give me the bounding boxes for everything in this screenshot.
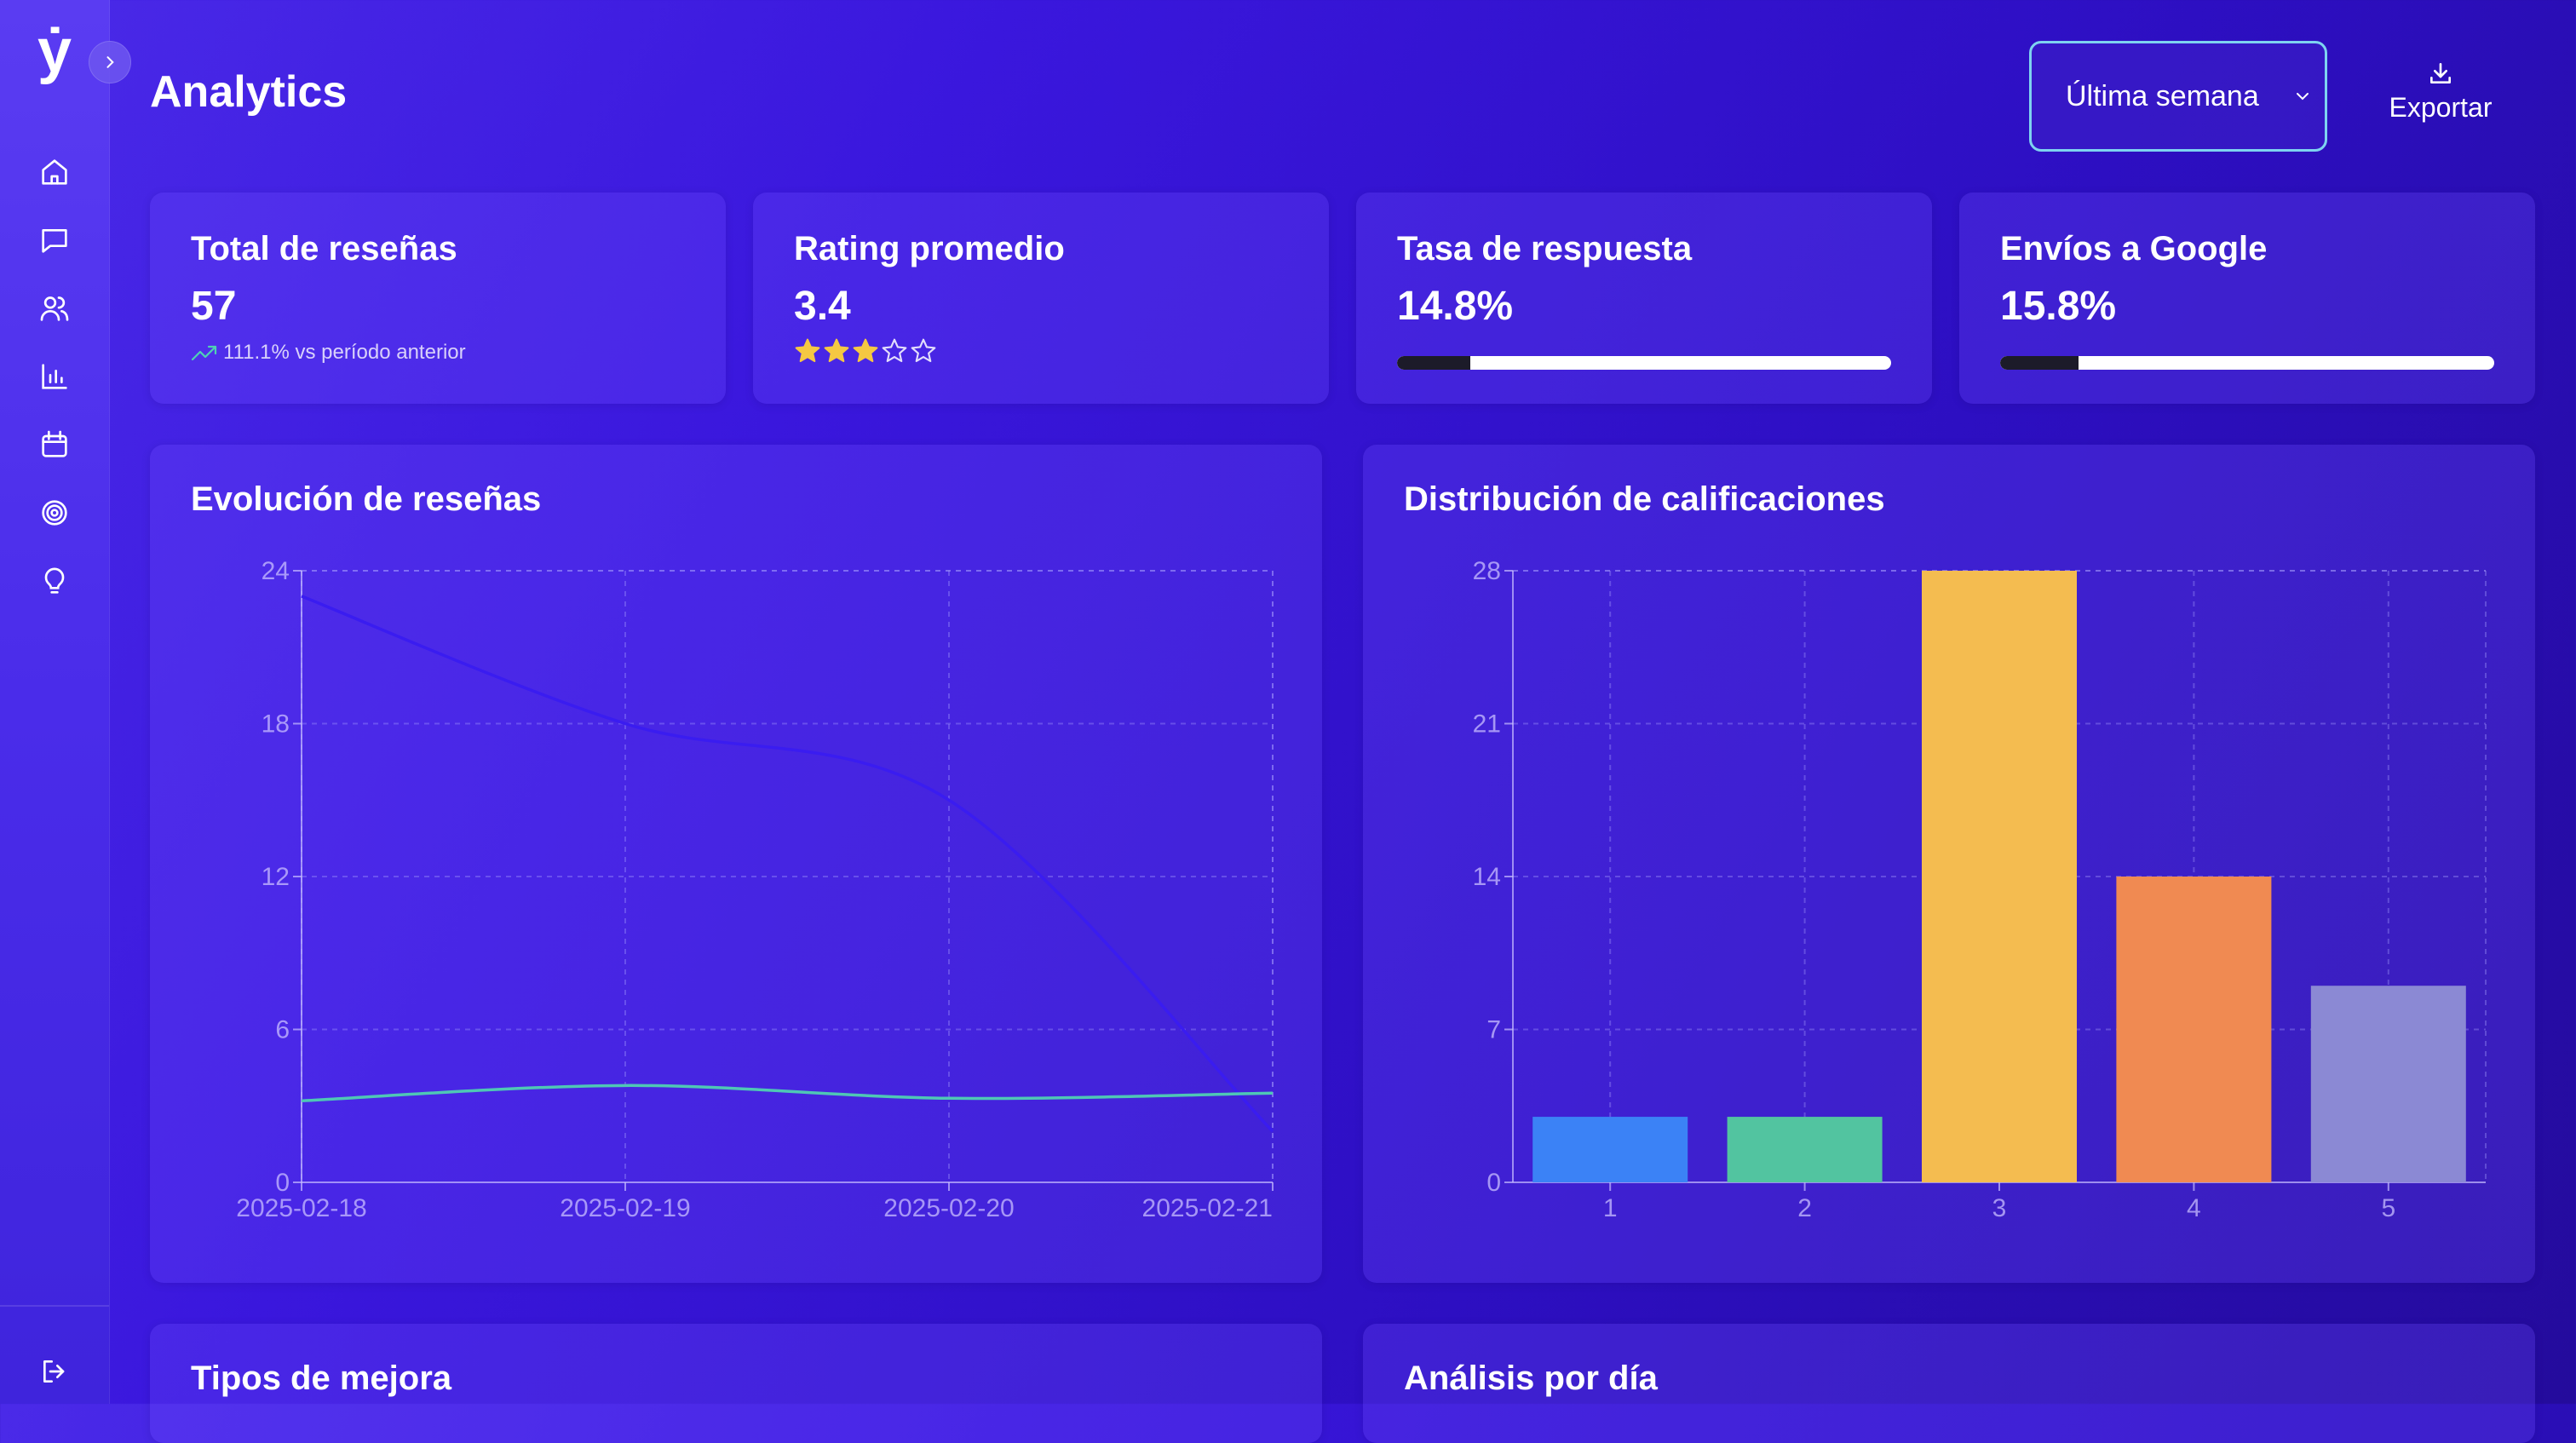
app-logo[interactable]: ẏ (37, 17, 72, 85)
progress-fill (2000, 356, 2079, 370)
x-tick-label: 2025-02-19 (560, 1194, 690, 1222)
chevron-down-icon (2297, 93, 2309, 101)
y-tick-label: 6 (275, 1016, 290, 1044)
star-filled-icon (824, 338, 849, 363)
evolution-line-chart: 0 6 12 18 24 2025-02-18 2025-02-19 2025-02-20 20… (236, 557, 1274, 1222)
star-empty-icon (882, 338, 907, 363)
target-icon[interactable] (37, 496, 72, 530)
daily-analysis-card: Análisis por día (1363, 1324, 2535, 1443)
y-tick-label: 28 (1473, 557, 1501, 585)
chart-title: Evolución de reseñas (191, 480, 542, 518)
evolution-chart-card: Evolución de reseñas 0 6 12 18 24 2025-02-18 2… (150, 445, 1322, 1283)
home-icon[interactable] (37, 155, 72, 189)
trending-up-icon (191, 345, 217, 361)
bar-rating-3[interactable] (1922, 571, 2077, 1182)
google-submissions-progress (2000, 356, 2494, 370)
y-tick-label: 24 (262, 557, 290, 585)
y-tick-label: 21 (1473, 710, 1501, 739)
y-tick-label: 18 (262, 710, 290, 739)
trend-text: 111.1% vs período anterior (223, 341, 466, 364)
star-filled-icon (795, 338, 820, 363)
x-tick-label: 5 (2381, 1194, 2395, 1222)
x-tick-label: 2025-02-20 (883, 1194, 1014, 1222)
x-tick-label: 2 (1797, 1194, 1812, 1222)
logout-icon[interactable] (37, 1354, 72, 1388)
users-icon[interactable] (37, 291, 72, 325)
calendar-icon[interactable] (37, 428, 72, 462)
message-icon[interactable] (37, 223, 72, 257)
average-rating-card: Rating promedio 3.4 (753, 193, 1329, 404)
x-tick-label: 4 (2187, 1194, 2201, 1222)
total-reviews-card: Total de reseñas 57 111.1% vs período an… (150, 193, 726, 404)
response-rate-card: Tasa de respuesta 14.8% (1356, 193, 1932, 404)
trend-indicator: 111.1% vs período anterior (191, 341, 466, 365)
bar-rating-1[interactable] (1532, 1117, 1688, 1182)
x-tick-label: 1 (1603, 1194, 1618, 1222)
stat-title: Tasa de respuesta (1397, 230, 1693, 267)
y-tick-label: 0 (1486, 1169, 1501, 1197)
y-tick-label: 12 (262, 863, 290, 891)
series-line-2 (301, 1084, 1274, 1103)
bar-chart-icon[interactable] (37, 359, 72, 394)
stat-title: Rating promedio (794, 230, 1065, 267)
sidebar-toggle-button[interactable] (89, 41, 131, 83)
progress-fill (1397, 356, 1470, 370)
x-tick-label: 2025-02-18 (236, 1194, 366, 1222)
stat-value: 57 (191, 284, 237, 329)
chart-title: Distribución de calificaciones (1404, 480, 1885, 518)
export-label: Exportar (2389, 92, 2493, 123)
stat-value: 15.8% (2000, 284, 2117, 329)
series-line-1 (301, 595, 1274, 1133)
star-filled-icon (853, 338, 878, 363)
page-title: Analytics (150, 67, 348, 117)
chart-title: Tipos de mejora (191, 1360, 452, 1397)
google-submissions-card: Envíos a Google 15.8% (1959, 193, 2535, 404)
chevron-right-icon (106, 56, 114, 68)
y-tick-label: 0 (275, 1169, 290, 1197)
lightbulb-icon[interactable] (37, 564, 72, 598)
y-tick-label: 14 (1473, 863, 1501, 891)
stat-value: 14.8% (1397, 284, 1514, 329)
bar-rating-5[interactable] (2310, 986, 2466, 1182)
sidebar: ẏ (0, 0, 110, 1404)
period-select[interactable]: Última semana (2029, 41, 2327, 152)
x-tick-label: 3 (1992, 1194, 2007, 1222)
stat-title: Envíos a Google (2000, 230, 2268, 267)
star-rating (794, 337, 937, 365)
distribution-chart-card: Distribución de calificaciones 0 7 14 21 28 1… (1363, 445, 2535, 1283)
chart-title: Análisis por día (1404, 1360, 1658, 1397)
star-empty-icon (911, 338, 936, 363)
bar-rating-2[interactable] (1727, 1117, 1883, 1182)
stat-title: Total de reseñas (191, 230, 457, 267)
improvement-types-card: Tipos de mejora (150, 1324, 1322, 1443)
response-rate-progress (1397, 356, 1891, 370)
y-tick-label: 7 (1486, 1016, 1501, 1044)
export-button[interactable]: Exportar (2368, 60, 2513, 136)
distribution-bar-chart: 0 7 14 21 28 1 2 3 4 5 (1473, 557, 2487, 1222)
stat-value: 3.4 (794, 284, 851, 329)
bar-rating-4[interactable] (2116, 877, 2272, 1182)
x-tick-label: 2025-02-21 (1142, 1194, 1273, 1222)
sidebar-divider (0, 1305, 109, 1307)
download-icon (2430, 63, 2451, 83)
period-select-value: Última semana (2066, 79, 2259, 112)
